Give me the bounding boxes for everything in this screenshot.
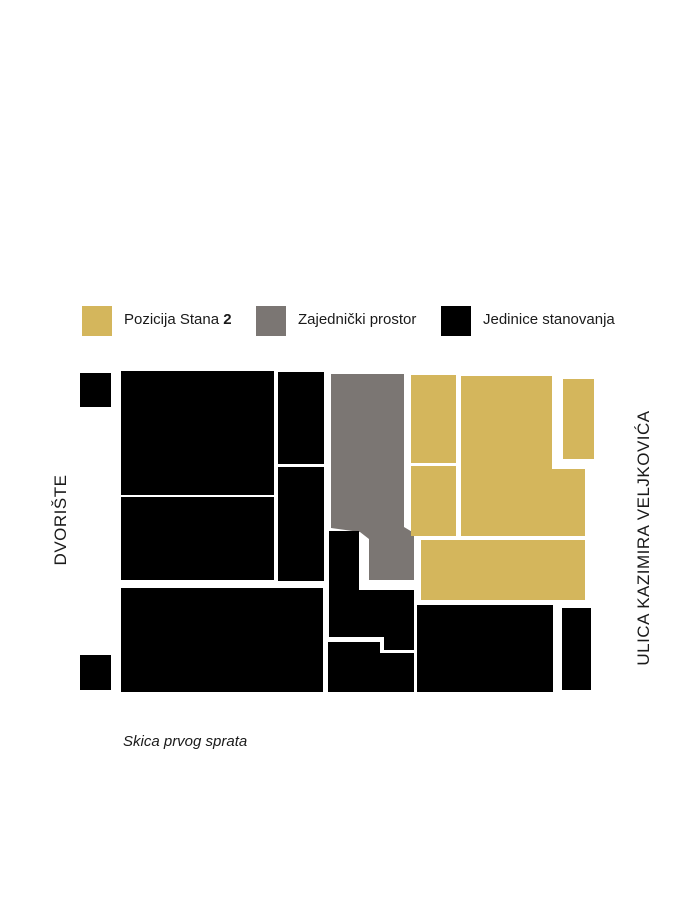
courtyard-pillar-bottom (80, 655, 111, 690)
legend-common-swatch (256, 306, 286, 336)
apartment-room-1 (411, 375, 456, 463)
courtyard-label: DVORIŠTE (51, 474, 70, 566)
legend-apartment-number: 2 (223, 311, 232, 328)
unit-left-top (121, 371, 274, 495)
common-space (331, 374, 414, 580)
unit-right-bottom (417, 605, 553, 692)
legend-common-label: Zajednički prostor (298, 311, 417, 328)
apartment-room-2 (411, 466, 456, 536)
courtyard-pillar-top (80, 373, 111, 407)
legend-apartment-label: Pozicija Stana 2 (124, 311, 232, 328)
apartment-room-4 (421, 540, 585, 600)
plan-caption: Skica prvog sprata (123, 733, 248, 750)
apartment-room-5 (563, 379, 594, 459)
legend-apartment-swatch (82, 306, 112, 336)
unit-left-corridor-top (278, 372, 324, 464)
unit-center-stair (329, 531, 414, 650)
unit-center-bottom (328, 642, 414, 692)
unit-left-middle (121, 497, 274, 580)
unit-left-bottom (121, 588, 323, 692)
unit-right-corner (562, 608, 591, 690)
legend-units-swatch (441, 306, 471, 336)
unit-left-corridor-bottom (278, 467, 324, 581)
apartment-room-3 (461, 376, 585, 536)
legend-units-label: Jedinice stanovanja (483, 311, 615, 328)
legend-apartment-text: Pozicija Stana (124, 311, 224, 328)
street-label: ULICA KAZIMIRA VELJKOVIĆA (634, 410, 653, 666)
